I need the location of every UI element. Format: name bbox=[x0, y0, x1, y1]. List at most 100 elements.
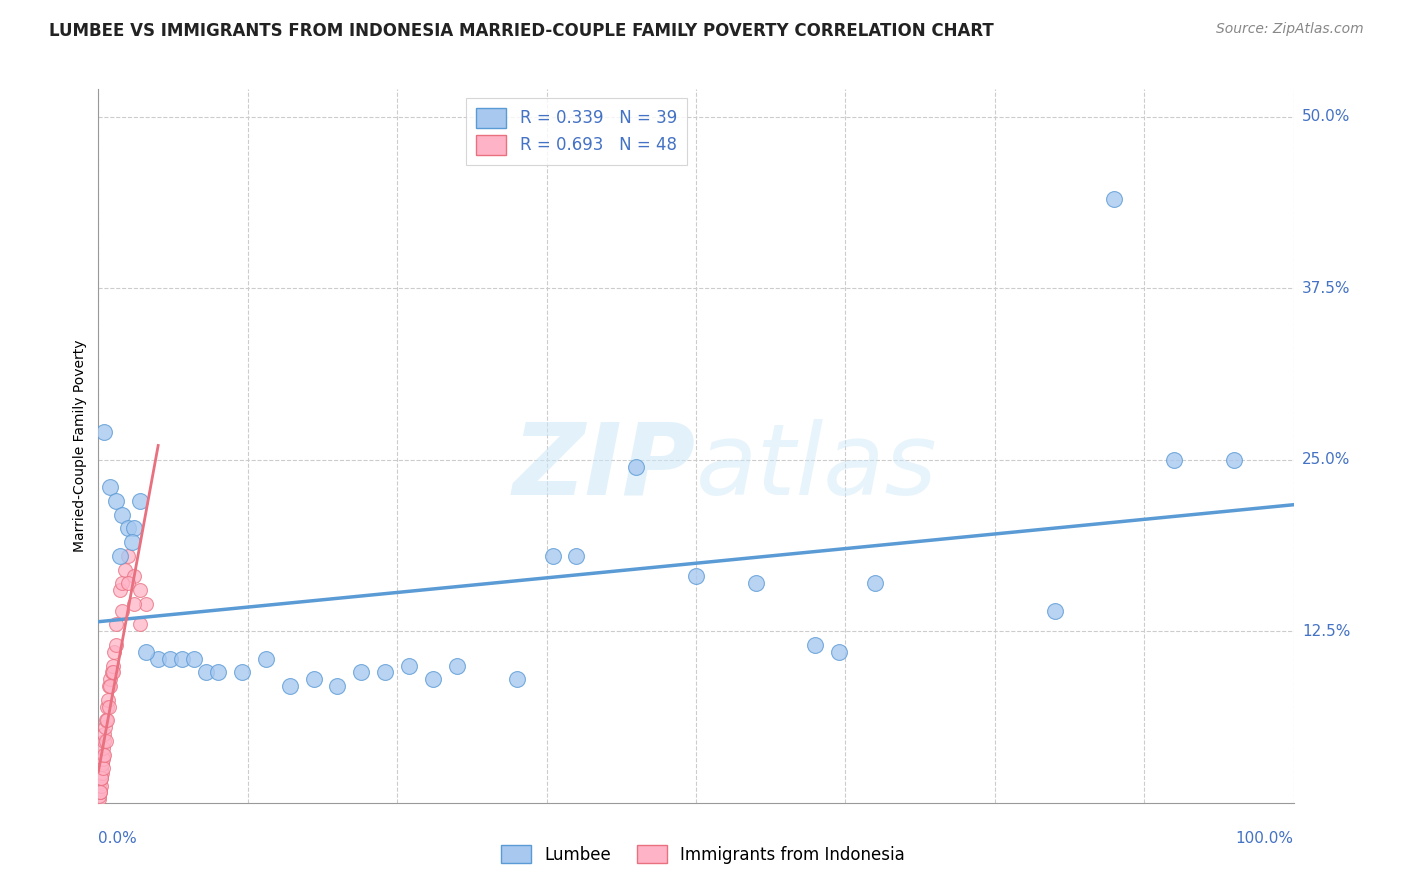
Point bbox=[446, 658, 468, 673]
Point bbox=[103, 645, 125, 659]
Point bbox=[93, 727, 115, 741]
Text: 25.0%: 25.0% bbox=[1302, 452, 1350, 467]
Point bbox=[254, 651, 277, 665]
Point bbox=[124, 569, 146, 583]
Point bbox=[94, 720, 117, 734]
Point bbox=[105, 638, 128, 652]
Point bbox=[148, 651, 170, 665]
Point bbox=[302, 673, 325, 687]
Point bbox=[90, 768, 112, 782]
Point bbox=[94, 734, 117, 748]
Point bbox=[350, 665, 373, 680]
Point bbox=[159, 651, 181, 665]
Point bbox=[111, 604, 134, 618]
Point bbox=[98, 673, 122, 687]
Point bbox=[91, 755, 114, 769]
Point bbox=[90, 771, 112, 785]
Point bbox=[96, 714, 118, 728]
Point bbox=[135, 597, 157, 611]
Point bbox=[97, 693, 120, 707]
Text: atlas: atlas bbox=[696, 419, 938, 516]
Point bbox=[506, 673, 529, 687]
Point bbox=[129, 583, 152, 598]
Point bbox=[129, 617, 152, 632]
Point bbox=[89, 775, 111, 789]
Point bbox=[207, 665, 229, 680]
Point bbox=[87, 791, 110, 805]
Point bbox=[117, 576, 139, 591]
Text: LUMBEE VS IMMIGRANTS FROM INDONESIA MARRIED-COUPLE FAMILY POVERTY CORRELATION CH: LUMBEE VS IMMIGRANTS FROM INDONESIA MARR… bbox=[49, 22, 994, 40]
Point bbox=[541, 549, 564, 563]
Point bbox=[1163, 452, 1185, 467]
Point bbox=[114, 562, 136, 576]
Point bbox=[108, 583, 131, 598]
Point bbox=[1043, 604, 1066, 618]
Point bbox=[90, 762, 112, 776]
Point bbox=[565, 549, 588, 563]
Point bbox=[93, 425, 115, 440]
Point bbox=[326, 679, 349, 693]
Point bbox=[100, 665, 122, 680]
Y-axis label: Married-Couple Family Poverty: Married-Couple Family Poverty bbox=[73, 340, 87, 552]
Text: 12.5%: 12.5% bbox=[1302, 624, 1350, 639]
Point bbox=[1104, 192, 1126, 206]
Point bbox=[105, 494, 128, 508]
Point bbox=[89, 785, 111, 799]
Point bbox=[685, 569, 707, 583]
Point bbox=[90, 780, 112, 794]
Point bbox=[93, 747, 115, 762]
Point bbox=[91, 740, 114, 755]
Point bbox=[98, 480, 122, 494]
Point bbox=[124, 521, 146, 535]
Text: 50.0%: 50.0% bbox=[1302, 109, 1350, 124]
Point bbox=[108, 549, 131, 563]
Point bbox=[90, 771, 112, 785]
Text: 0.0%: 0.0% bbox=[98, 831, 138, 847]
Point bbox=[111, 576, 134, 591]
Text: 100.0%: 100.0% bbox=[1236, 831, 1294, 847]
Point bbox=[91, 762, 114, 776]
Point bbox=[278, 679, 301, 693]
Text: Source: ZipAtlas.com: Source: ZipAtlas.com bbox=[1216, 22, 1364, 37]
Point bbox=[1223, 452, 1246, 467]
Point bbox=[121, 535, 143, 549]
Point bbox=[804, 638, 827, 652]
Point bbox=[89, 782, 111, 797]
Point bbox=[865, 576, 887, 591]
Point bbox=[745, 576, 768, 591]
Point bbox=[135, 645, 157, 659]
Point bbox=[105, 617, 128, 632]
Point bbox=[129, 494, 152, 508]
Point bbox=[94, 714, 117, 728]
Point bbox=[374, 665, 396, 680]
Point bbox=[117, 521, 139, 535]
Point bbox=[89, 785, 111, 799]
Point bbox=[195, 665, 218, 680]
Point bbox=[626, 459, 648, 474]
Point bbox=[91, 747, 114, 762]
Point bbox=[183, 651, 205, 665]
Point bbox=[828, 645, 851, 659]
Point bbox=[111, 508, 134, 522]
Point bbox=[89, 789, 111, 803]
Point bbox=[91, 752, 114, 766]
Point bbox=[90, 765, 112, 780]
Point bbox=[93, 734, 115, 748]
Point bbox=[96, 699, 118, 714]
Point bbox=[101, 665, 124, 680]
Point bbox=[231, 665, 253, 680]
Point bbox=[98, 679, 121, 693]
Legend: Lumbee, Immigrants from Indonesia: Lumbee, Immigrants from Indonesia bbox=[495, 838, 911, 871]
Text: 37.5%: 37.5% bbox=[1302, 281, 1350, 295]
Point bbox=[398, 658, 420, 673]
Text: ZIP: ZIP bbox=[513, 419, 696, 516]
Legend: R = 0.339   N = 39, R = 0.693   N = 48: R = 0.339 N = 39, R = 0.693 N = 48 bbox=[467, 97, 686, 165]
Point bbox=[101, 658, 124, 673]
Point bbox=[91, 757, 114, 772]
Point bbox=[97, 699, 120, 714]
Point bbox=[422, 673, 444, 687]
Point bbox=[117, 549, 139, 563]
Point bbox=[98, 679, 122, 693]
Point bbox=[172, 651, 194, 665]
Point bbox=[124, 597, 146, 611]
